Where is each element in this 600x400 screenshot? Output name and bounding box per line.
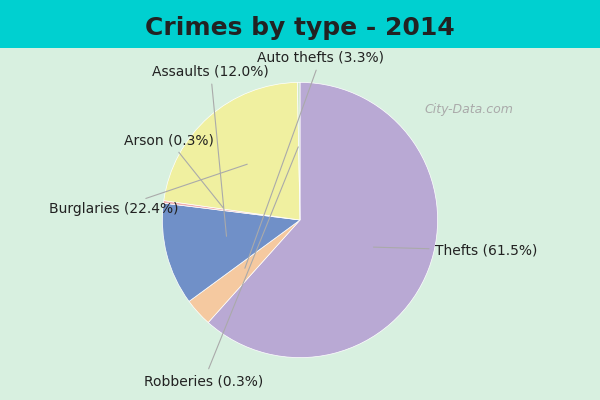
Wedge shape — [298, 82, 300, 220]
Text: Assaults (12.0%): Assaults (12.0%) — [152, 64, 269, 236]
Text: Auto thefts (3.3%): Auto thefts (3.3%) — [245, 51, 384, 268]
Wedge shape — [189, 220, 300, 322]
Text: Robberies (0.3%): Robberies (0.3%) — [144, 147, 298, 388]
Text: Arson (0.3%): Arson (0.3%) — [124, 133, 223, 208]
Text: Burglaries (22.4%): Burglaries (22.4%) — [49, 164, 247, 216]
Wedge shape — [164, 82, 300, 220]
Wedge shape — [163, 200, 300, 220]
Wedge shape — [208, 82, 437, 358]
Text: Thefts (61.5%): Thefts (61.5%) — [373, 243, 537, 258]
Text: Crimes by type - 2014: Crimes by type - 2014 — [145, 16, 455, 40]
Text: City-Data.com: City-Data.com — [424, 103, 513, 116]
Wedge shape — [163, 203, 300, 301]
